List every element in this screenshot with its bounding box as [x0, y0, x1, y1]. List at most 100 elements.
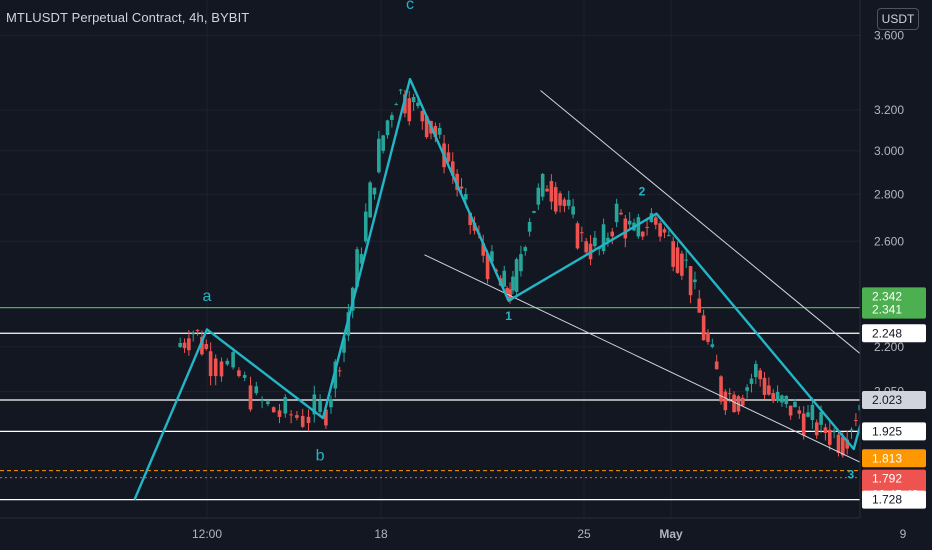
candle-body: [318, 400, 322, 412]
candle-body: [841, 437, 845, 456]
candle-body: [368, 182, 372, 218]
channel-line: [540, 90, 932, 414]
wave-label: c: [406, 0, 414, 13]
price-label-box: 2.023: [862, 390, 926, 409]
candle-body: [801, 413, 806, 436]
candle-body: [398, 89, 403, 91]
candle-body: [505, 287, 509, 294]
price-label-box: 1.813: [862, 449, 926, 468]
price-label-bg: [862, 324, 926, 343]
price-label-text: 1.813: [872, 451, 902, 465]
candle-body: [553, 187, 558, 212]
price-tick-label: 2.600: [874, 234, 904, 248]
candle-body: [446, 152, 451, 162]
candle-body: [306, 416, 311, 424]
candle-body: [407, 98, 412, 122]
candle-body: [213, 358, 218, 377]
wave-label: b: [316, 448, 325, 465]
candle-body: [740, 397, 745, 406]
candle-body: [248, 385, 253, 410]
candle-body: [312, 394, 317, 415]
candle-body: [359, 254, 364, 264]
price-label-text: 1.925: [872, 424, 902, 438]
candle-body: [523, 247, 528, 252]
candle-body: [324, 409, 328, 426]
currency-button[interactable]: USDT: [877, 8, 919, 30]
candle-body: [823, 427, 828, 434]
candle-body: [283, 397, 288, 414]
candle-body: [675, 247, 680, 273]
candle-body: [684, 259, 689, 261]
candle-body: [623, 218, 628, 239]
candle-body: [836, 434, 841, 453]
candle-body: [277, 410, 282, 417]
candle-body: [575, 223, 580, 249]
candle-body: [363, 211, 368, 242]
candle-body: [645, 226, 649, 228]
candle-body: [200, 336, 204, 355]
candle-body: [745, 387, 749, 391]
candle-body: [797, 410, 802, 414]
candle-body: [514, 259, 519, 292]
candle-body: [819, 411, 823, 425]
candle-body: [758, 370, 762, 380]
candle-body: [464, 194, 468, 200]
candle-body: [411, 96, 416, 103]
candle-body: [300, 415, 305, 427]
candle-body: [653, 217, 658, 225]
candle-body: [195, 329, 200, 331]
candle-body: [627, 220, 632, 225]
candle-body: [601, 224, 606, 252]
candle-body: [540, 173, 545, 197]
candle-body: [849, 429, 854, 431]
candle-body: [342, 337, 346, 353]
candle-body: [793, 401, 797, 408]
wave-label: 1: [505, 309, 512, 323]
candle-body: [636, 217, 641, 237]
candle-body: [706, 332, 710, 342]
price-label-box: 1.728: [862, 490, 926, 509]
candle-body: [237, 370, 241, 377]
candle-body: [295, 415, 299, 418]
candle-body: [208, 351, 213, 377]
candle-body: [593, 237, 597, 247]
candle-body: [693, 279, 697, 283]
candle-body: [403, 94, 407, 114]
price-label-text: 2.341: [872, 303, 902, 317]
candle-body: [671, 241, 675, 267]
candle-body: [775, 391, 780, 401]
candle-body: [732, 394, 736, 413]
candle-body: [481, 243, 486, 256]
candle-body: [289, 414, 293, 416]
candle-body: [788, 405, 793, 416]
candle-body: [532, 211, 536, 213]
candle-body: [468, 212, 472, 226]
candle-body: [719, 376, 723, 402]
candle-body: [225, 360, 230, 365]
candle-body: [771, 393, 776, 402]
candle-body: [562, 199, 567, 207]
time-axis-bg: [0, 518, 860, 550]
candle-body: [832, 431, 836, 433]
price-label-bg: [862, 300, 926, 319]
candle-body: [271, 407, 276, 413]
candle-body: [420, 110, 425, 122]
price-tick-label: 3.000: [874, 144, 904, 158]
candle-body: [558, 193, 562, 206]
candle-body: [254, 386, 259, 394]
candle-body: [749, 378, 754, 384]
candle-body: [806, 412, 810, 417]
candle-body: [606, 237, 610, 242]
candle-body: [714, 361, 719, 370]
candle-body: [680, 253, 684, 276]
candle-body: [191, 333, 196, 335]
candle-body: [437, 128, 442, 135]
price-label-text: 2.248: [872, 326, 902, 340]
candle-body: [545, 188, 549, 192]
candle-body: [810, 404, 815, 420]
candle-body: [385, 120, 390, 136]
candle-body: [723, 391, 728, 411]
price-tick-label: 3.600: [874, 29, 904, 43]
candle-body: [485, 253, 490, 280]
